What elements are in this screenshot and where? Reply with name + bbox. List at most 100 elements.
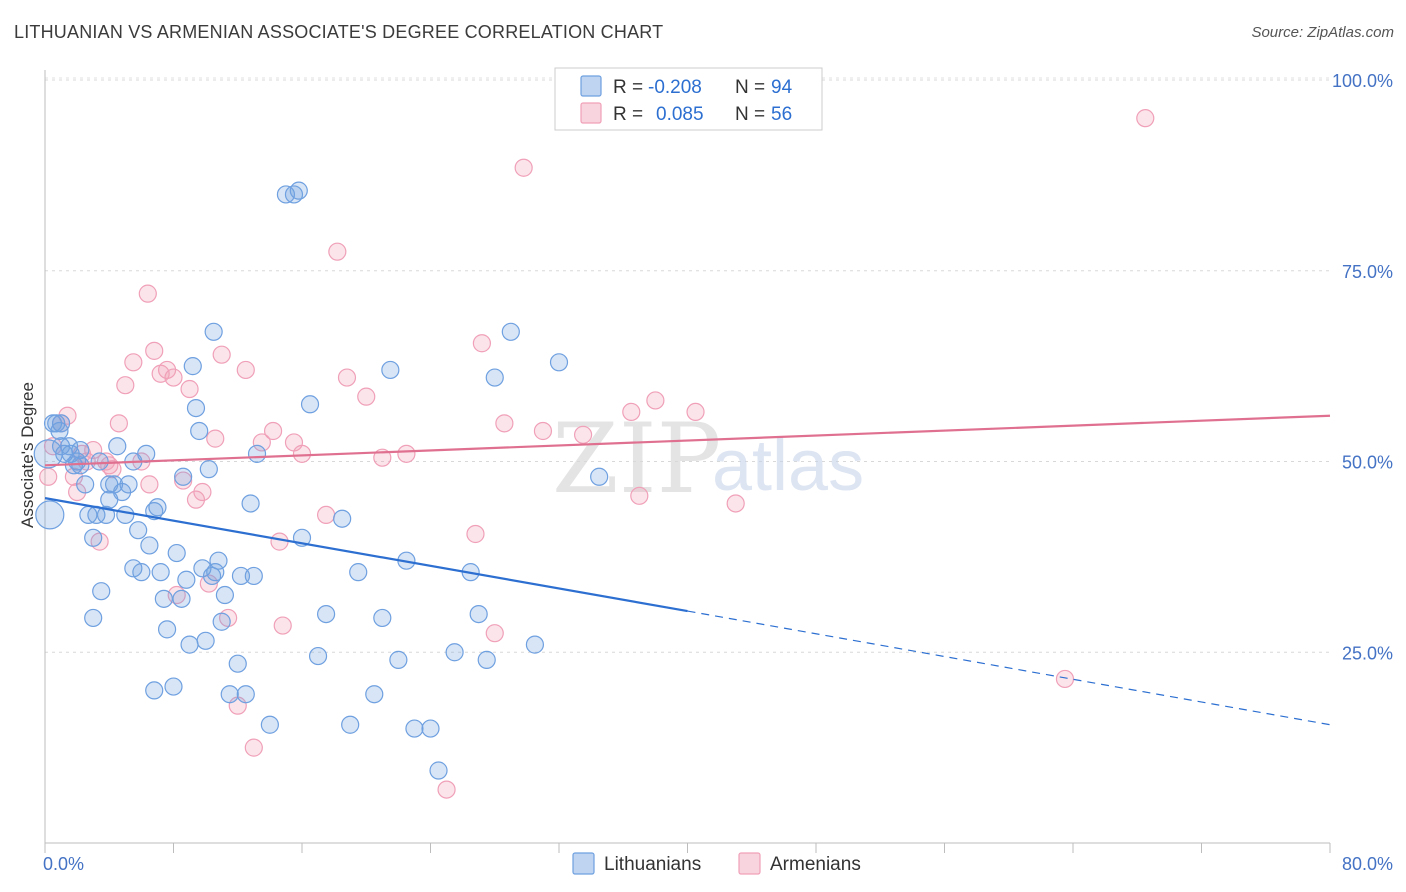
lithuanians-point <box>151 563 170 582</box>
armenians-point <box>316 505 336 525</box>
y-tick-label: 75.0% <box>1342 262 1393 282</box>
armenians-point <box>244 738 263 757</box>
lithuanians-point <box>84 528 103 547</box>
armenians-point <box>212 345 231 364</box>
legend-r-label: R = <box>613 77 643 98</box>
source-label: Source: ZipAtlas.com <box>1251 24 1394 41</box>
lithuanians-point <box>196 631 215 650</box>
armenians-point <box>124 353 143 372</box>
lithuanians-point <box>124 559 143 578</box>
armenians-point <box>140 475 159 494</box>
lithuanians-point <box>405 719 424 738</box>
chart-title: LITHUANIAN VS ARMENIAN ASSOCIATE'S DEGRE… <box>14 22 664 42</box>
lithuanians-point <box>129 521 148 540</box>
lithuanians-point <box>244 566 263 586</box>
armenians-point <box>270 532 289 551</box>
lithuanians-point <box>119 475 138 494</box>
lithuanians-trend-extension <box>687 610 1331 726</box>
series-legend: Lithuanians Armenians <box>572 852 861 875</box>
lithuanians-point <box>477 650 496 669</box>
armenians-point <box>39 467 58 486</box>
lithuanians-point <box>100 475 119 494</box>
armenians-point <box>193 482 212 502</box>
armenians-point <box>472 334 491 353</box>
legend-r-label: R = <box>613 104 643 125</box>
legend-n-label: N = <box>735 77 765 98</box>
lithuanians-point <box>76 475 95 494</box>
y-tick-label: 100.0% <box>1332 71 1393 91</box>
axes <box>44 70 1331 853</box>
bottom-legend-swatch-armenians <box>738 852 761 875</box>
lithuanians-point <box>289 181 308 200</box>
legend-r-value-lithuanians: -0.208 <box>648 77 702 98</box>
armenians-point <box>138 284 157 303</box>
lithuanians-point <box>316 604 336 624</box>
bottom-legend-lithuanians: Lithuanians <box>604 854 701 875</box>
lithuanians-point <box>140 536 159 555</box>
lithuanians-point <box>231 566 251 586</box>
armenians-point <box>84 440 103 460</box>
legend-n-value-armenians: 56 <box>771 104 792 125</box>
lithuanians-point <box>116 505 135 525</box>
lithuanians-point <box>220 685 239 704</box>
y-tick-label: 50.0% <box>1342 453 1393 473</box>
lithuanians-point <box>341 715 360 734</box>
armenians-point <box>437 780 456 799</box>
bottom-legend-swatch-lithuanians <box>572 852 595 875</box>
lithuanians-point <box>90 452 109 471</box>
lithuanians-point <box>549 353 569 372</box>
lithuanians-point <box>137 444 156 463</box>
lithuanians-point <box>590 467 609 486</box>
lithuanians-point <box>157 620 177 639</box>
lithuanians-point <box>260 715 279 734</box>
lithuanians-point <box>209 551 228 570</box>
lithuanians-point <box>247 444 267 463</box>
lithuanians-point <box>525 635 545 654</box>
bottom-legend-armenians: Armenians <box>770 854 861 875</box>
lithuanians-point <box>145 681 164 700</box>
armenians-point <box>263 421 283 441</box>
armenians-point <box>397 444 416 463</box>
armenians-point <box>157 360 177 380</box>
watermark-zip: ZIP <box>552 403 721 515</box>
lithuanians-point <box>92 582 111 601</box>
lithuanians-point <box>501 322 520 341</box>
lithuanians-point <box>148 498 167 517</box>
armenians-point <box>180 379 199 399</box>
armenians-point <box>686 402 705 422</box>
armenians-point <box>174 471 193 490</box>
lithuanians-point <box>469 604 488 624</box>
lithuanians-point <box>212 612 231 631</box>
lithuanians-point <box>154 589 173 608</box>
lithuanians-point <box>381 360 400 380</box>
lithuanians-point <box>365 685 384 704</box>
armenians-point <box>514 158 533 177</box>
armenians-point <box>357 387 376 406</box>
lithuanians-point <box>206 563 225 582</box>
lithuanians-point <box>71 456 90 475</box>
armenians-point <box>485 624 504 643</box>
lithuanians-point <box>180 635 199 654</box>
lithuanians-point <box>373 608 392 628</box>
lithuanians-point <box>35 500 65 530</box>
lithuanians-point <box>485 368 504 387</box>
armenians-point <box>1136 109 1155 128</box>
armenians-point <box>292 444 312 463</box>
lithuanians-point <box>199 460 218 479</box>
lithuanians-point <box>190 421 209 441</box>
armenians-point <box>206 429 225 448</box>
armenians-point <box>1055 669 1075 689</box>
trend-lines <box>44 414 1331 726</box>
lithuanians-point <box>186 398 206 418</box>
armenians-point <box>100 456 119 475</box>
lithuanians-point <box>349 563 368 582</box>
armenians-point <box>646 391 665 410</box>
armenians-point <box>573 425 593 444</box>
armenians-point <box>495 414 514 433</box>
lithuanians-point <box>51 437 71 456</box>
armenians-point <box>273 616 292 635</box>
armenians-point <box>466 524 485 544</box>
armenians-point <box>726 494 745 513</box>
lithuanians-point <box>389 650 408 669</box>
